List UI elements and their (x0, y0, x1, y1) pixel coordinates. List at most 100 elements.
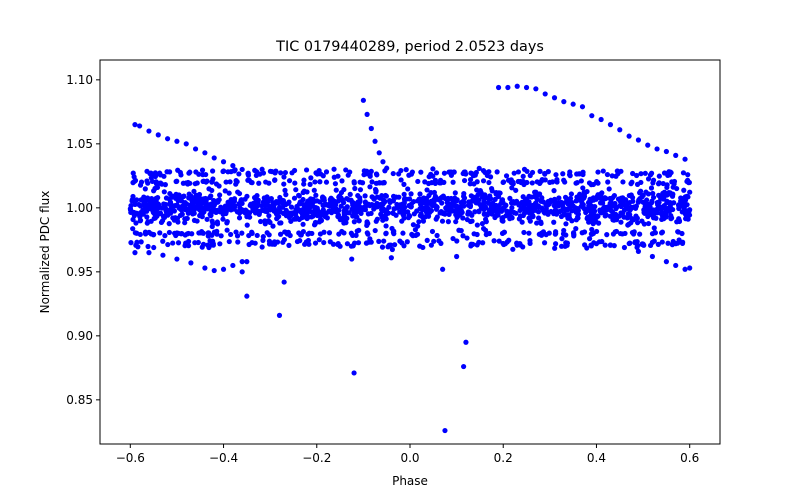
data-point (555, 203, 561, 209)
data-point-upper-right-arc (551, 95, 558, 101)
data-point (167, 210, 174, 216)
data-point (379, 244, 386, 250)
data-point (335, 173, 341, 179)
data-point (373, 218, 379, 224)
data-point-lower-left-arc (230, 262, 236, 269)
data-point (680, 170, 687, 176)
data-point (214, 228, 220, 234)
data-point (133, 220, 139, 226)
data-point (256, 180, 262, 186)
data-point (272, 177, 278, 183)
data-point (162, 213, 168, 219)
data-point-descending-streak (360, 97, 366, 103)
data-point (353, 232, 359, 238)
data-point (408, 204, 414, 210)
data-point (178, 231, 184, 237)
data-point (327, 197, 334, 203)
data-point (538, 220, 544, 227)
data-point (361, 172, 367, 178)
data-point (343, 210, 349, 216)
data-point (136, 212, 142, 218)
data-point (638, 171, 644, 177)
data-point (627, 212, 633, 218)
data-point (405, 186, 411, 192)
data-point (233, 177, 239, 184)
data-point (641, 221, 647, 227)
data-point (364, 222, 370, 229)
data-point (390, 198, 396, 204)
data-point (357, 197, 363, 204)
data-point (494, 205, 500, 211)
data-point (155, 201, 161, 207)
data-point (130, 170, 136, 176)
data-point-outliers (388, 255, 394, 261)
data-point (678, 195, 684, 201)
data-point (628, 181, 634, 187)
data-point (575, 215, 581, 221)
data-point (231, 206, 237, 212)
data-point (474, 200, 481, 206)
data-point (301, 177, 307, 183)
data-point (609, 173, 615, 179)
data-point-outliers (244, 293, 250, 299)
data-point (381, 238, 387, 244)
data-point (253, 172, 259, 178)
data-point (409, 231, 415, 238)
data-point (642, 200, 649, 206)
data-point (552, 241, 559, 247)
data-point (371, 206, 377, 212)
data-point (441, 179, 447, 185)
data-point (671, 200, 677, 206)
data-point-lower-right-arc (607, 242, 614, 248)
data-point (584, 208, 590, 214)
y-tick-label: 0.90 (66, 329, 93, 343)
data-point (210, 242, 216, 248)
data-point (492, 196, 498, 202)
data-point (175, 167, 181, 173)
data-point (158, 180, 164, 186)
data-point-lower-right-arc (673, 262, 679, 269)
data-point-lower-left-arc (188, 260, 194, 266)
data-point (181, 193, 187, 199)
data-point (175, 240, 182, 246)
data-point (282, 229, 288, 235)
data-point (432, 177, 439, 183)
data-point (486, 179, 492, 186)
data-point (194, 195, 200, 202)
data-point (534, 179, 540, 185)
data-point (385, 244, 391, 250)
data-point (182, 220, 188, 226)
data-point (279, 200, 285, 206)
data-point (151, 188, 157, 194)
data-point (545, 198, 551, 205)
data-point (682, 195, 688, 201)
data-point (637, 195, 643, 202)
data-point (312, 198, 318, 204)
data-point (206, 230, 212, 236)
data-point (602, 195, 608, 201)
data-point (311, 187, 317, 193)
data-point (660, 180, 666, 187)
data-point (628, 204, 634, 210)
data-point (639, 241, 645, 247)
data-point (227, 205, 233, 211)
data-point (638, 179, 644, 186)
data-point (659, 239, 665, 245)
data-point (363, 240, 370, 246)
data-point (252, 194, 259, 201)
data-point (584, 245, 590, 251)
data-point (354, 204, 360, 210)
data-point (379, 214, 385, 220)
data-point (456, 227, 462, 233)
data-point (220, 216, 226, 222)
data-point (333, 209, 339, 215)
data-point (527, 172, 533, 179)
data-point (275, 209, 281, 216)
data-point (444, 203, 451, 209)
data-point (484, 172, 490, 179)
data-point (199, 167, 206, 173)
data-point (208, 208, 215, 214)
data-point (620, 179, 626, 185)
data-point (151, 201, 157, 208)
data-point (153, 172, 159, 178)
